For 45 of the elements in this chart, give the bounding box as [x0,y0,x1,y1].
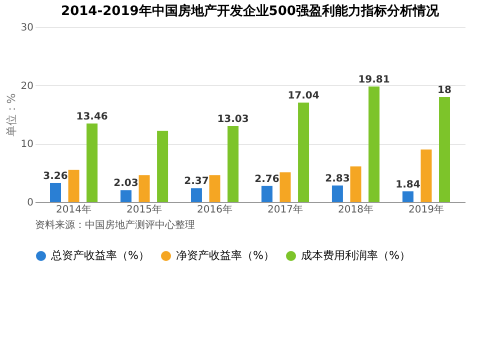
data-label: 17.04 [288,90,320,102]
x-tick-label: 2014年 [56,204,92,216]
data-label: 13.46 [76,111,108,122]
bar [68,170,80,202]
bar [350,166,362,202]
data-label: 2.03 [114,178,138,190]
bar [368,86,380,202]
x-tick-label: 2016年 [197,204,232,216]
legend-label: 净资产收益率（%） [176,249,274,262]
bar [261,186,272,202]
legend-label: 总资产收益率（%） [50,249,150,262]
y-tick-label: 20 [20,80,34,92]
y-tick-label: 0 [27,198,34,208]
data-label: 1.84 [396,179,420,190]
x-tick-label: 2015年 [126,204,162,216]
x-tick-label: 2018年 [338,204,374,216]
bar [402,191,414,202]
bar [332,185,343,202]
data-label: 2.76 [254,174,280,185]
chart-title: 2014-2019年中国房地产开发企业500强盈利能力指标分析情况 [61,3,440,19]
bar [50,182,61,202]
y-tick-label: 10 [20,139,34,150]
data-label: 19.81 [358,74,390,86]
bar [298,102,310,202]
bar [120,190,132,202]
bar [228,126,239,202]
data-label: 2.37 [184,176,209,188]
bar [420,150,432,202]
bar [138,175,150,202]
data-label: 3.26 [43,170,68,182]
data-label: 2.83 [325,173,350,184]
bar [209,175,220,202]
data-label: 13.03 [217,114,249,125]
bar [280,172,291,202]
bar [190,188,202,202]
y-axis-title: 单位：% [4,93,18,137]
data-label: 18 [438,85,452,96]
bar [157,130,168,202]
x-tick-label: 2019年 [408,204,444,216]
text: 资料来源：中国房地产测评中心整理 [35,219,195,231]
bar [439,97,450,202]
legend-label: 成本费用利润率（%） [301,249,410,262]
y-tick-label: 30 [20,22,34,34]
x-tick-label: 2017年 [268,204,303,216]
bar [86,123,98,202]
